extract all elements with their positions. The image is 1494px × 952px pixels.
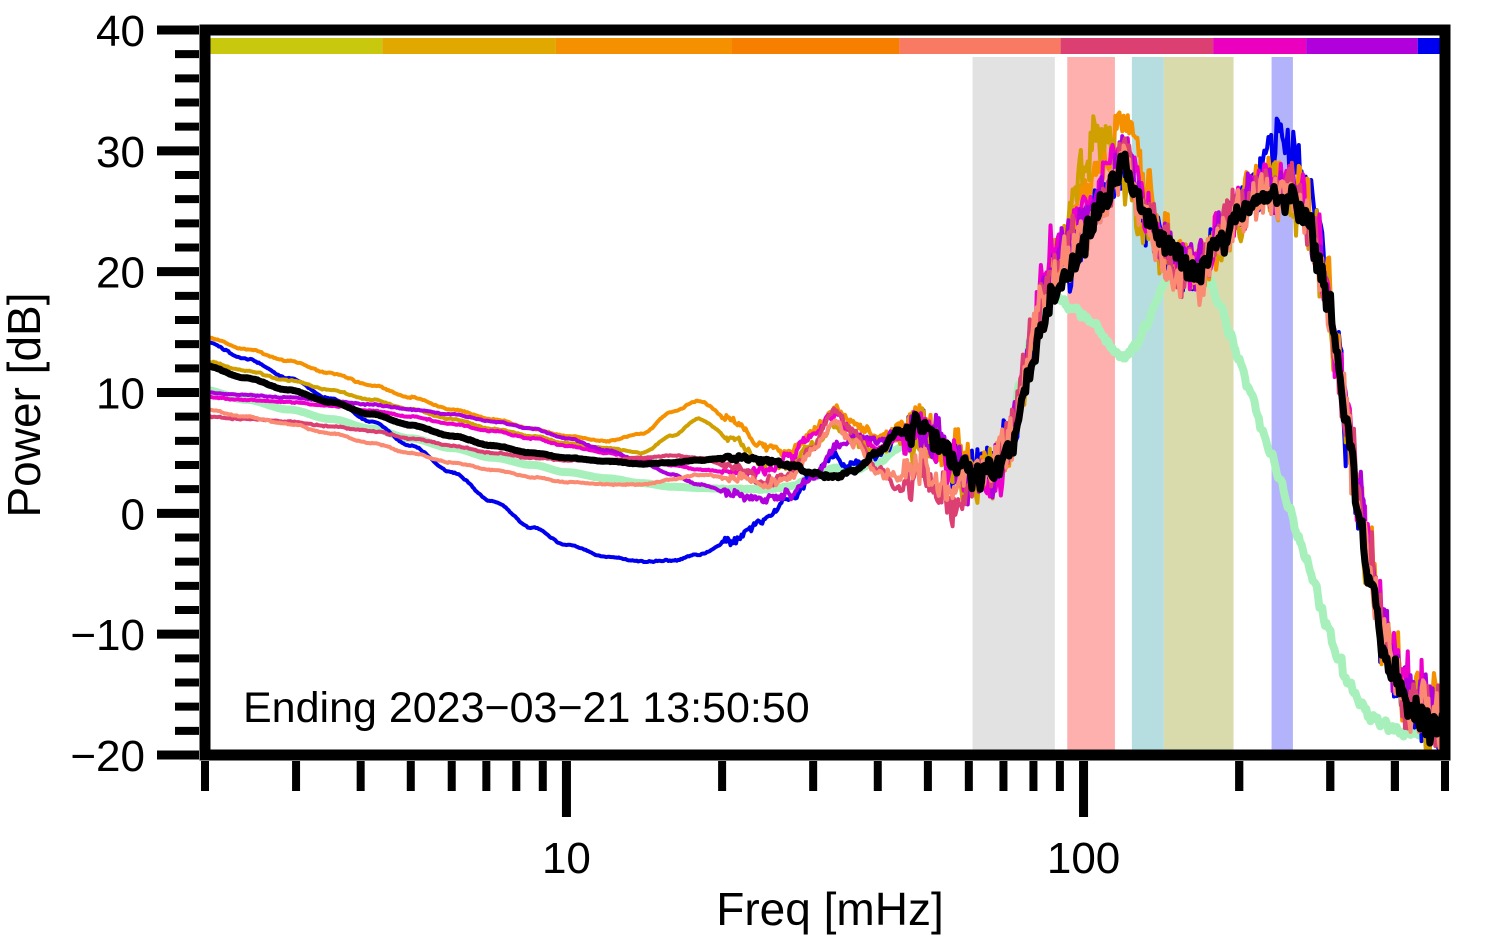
seg-orange bbox=[555, 38, 732, 54]
seg-darkorange bbox=[732, 38, 900, 54]
axis-frame bbox=[199, 24, 1451, 761]
band-periwinkle bbox=[1271, 57, 1293, 755]
plot-annotation: Ending 2023−03−21 13:50:50 bbox=[243, 684, 810, 732]
y-tick-label: −10 bbox=[70, 611, 145, 660]
seg-yellowgreen bbox=[205, 38, 383, 54]
y-axis-label: Power [dB] bbox=[0, 293, 50, 518]
seg-crimson bbox=[1060, 38, 1214, 54]
y-tick-label: −20 bbox=[70, 732, 145, 781]
seg-gold bbox=[382, 38, 556, 54]
x-tick-label: 100 bbox=[1047, 834, 1120, 883]
x-tick-label: 10 bbox=[542, 834, 591, 883]
y-tick-label: 10 bbox=[96, 370, 145, 419]
seg-salmon bbox=[899, 38, 1061, 54]
y-tick-label: 0 bbox=[121, 490, 145, 539]
axis-tick-labels-layer: 10 100 −20 −10 0 10 20 30 40 bbox=[70, 7, 1120, 883]
seg-magenta bbox=[1213, 38, 1307, 54]
band-khaki bbox=[1163, 57, 1234, 755]
axis-ticks-layer bbox=[157, 25, 1449, 817]
y-tick-label: 30 bbox=[96, 128, 145, 177]
x-axis-label: Freq [mHz] bbox=[716, 883, 943, 935]
axis-frame-layer bbox=[199, 24, 1451, 761]
curves-layer bbox=[205, 110, 1445, 755]
y-tick-label: 20 bbox=[96, 249, 145, 298]
curve-mean-black bbox=[205, 150, 1445, 747]
seg-blue bbox=[1417, 38, 1445, 54]
seg-purple bbox=[1306, 38, 1418, 54]
y-tick-label: 40 bbox=[96, 7, 145, 56]
colorbar-layer bbox=[205, 38, 1445, 54]
curve-trace-lightsalmon bbox=[205, 143, 1445, 750]
